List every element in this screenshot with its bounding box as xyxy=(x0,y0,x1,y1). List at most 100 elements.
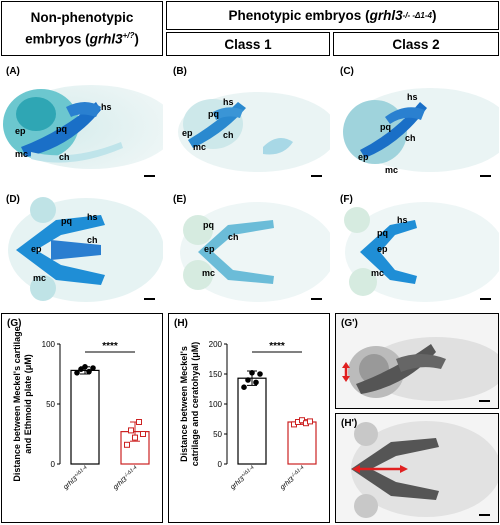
header-left-line2: embryos (grhl3+/?) xyxy=(25,27,139,49)
annotation-ch-c: ch xyxy=(405,133,416,143)
annotation-ep-f: ep xyxy=(377,244,388,254)
category-label-h-0: grhl3+/Δ1-4 xyxy=(228,464,257,491)
header-phenotypic: Phenotypic embryos (grhl3 -/- -Δ1-4) xyxy=(166,1,499,30)
annotation-mc-e: mc xyxy=(202,268,216,278)
scale-bar-b xyxy=(311,175,322,177)
annotation-mc-f: mc xyxy=(371,268,385,278)
scale-bar-c xyxy=(480,175,491,177)
header-top-sup: -/- -Δ1-4 xyxy=(402,11,432,20)
scale-bar-g-prime xyxy=(479,400,490,402)
data-point-g-0-4 xyxy=(90,365,96,371)
panel-label-f: (F) xyxy=(340,194,353,205)
annotation-ep-a: ep xyxy=(15,126,26,136)
scale-bar-d xyxy=(144,298,155,300)
annotation-pq-e: pq xyxy=(203,220,214,230)
significance-label-g: **** xyxy=(102,341,118,352)
panel-label-c: (C) xyxy=(340,66,354,77)
annotation-hs-b: hs xyxy=(223,97,234,107)
category-label-g-1: grhl3-/-Δ1-4 xyxy=(111,465,141,492)
annotation-ep-d: ep xyxy=(31,244,42,254)
panel-label-a: (A) xyxy=(6,66,20,77)
embryo-image-e xyxy=(180,202,330,302)
annotation-hs-c: hs xyxy=(407,92,418,102)
header-class1: Class 1 xyxy=(166,32,330,56)
annotation-ep-c: ep xyxy=(358,152,369,162)
chart-h: Distance between Meckel'scatrilage and c… xyxy=(179,340,317,492)
data-point-h-0-4 xyxy=(257,371,263,377)
scale-bar-f xyxy=(480,298,491,300)
bar-h-0 xyxy=(237,377,267,465)
data-point-g-0-2 xyxy=(82,364,88,370)
y-tick-label-h-2: 100 xyxy=(209,400,223,409)
annotation-ch-b: ch xyxy=(223,130,234,140)
y-tick-label-g-1: 50 xyxy=(46,400,55,409)
header-class2: Class 2 xyxy=(333,32,499,56)
annotation-pq-a: pq xyxy=(56,124,67,134)
category-sup-g-1: -/-Δ1-4 xyxy=(123,465,139,480)
annotation-mc-a: mc xyxy=(15,149,29,159)
chart-g: Distance between Meckel's cartilageand E… xyxy=(12,326,150,492)
annotation-hs-a: hs xyxy=(101,102,112,112)
data-point-h-0-2 xyxy=(249,370,255,376)
data-point-g-1-1 xyxy=(128,427,134,434)
category-sup-h-0: +/Δ1-4 xyxy=(240,464,255,478)
category-sup-g-0: +/Δ1-4 xyxy=(73,464,88,478)
header-left-gene: grhl3 xyxy=(89,31,123,47)
graph-panel-g: (G) Distance between Meckel's cartilagea… xyxy=(1,313,163,523)
y-axis-label-h: Distance between Meckel'scatrilage and c… xyxy=(179,342,200,467)
y-tick-label-g-2: 100 xyxy=(42,340,56,349)
panel-label-e: (E) xyxy=(173,194,187,205)
annotation-hs-d: hs xyxy=(87,212,98,222)
annotation-ep-b: ep xyxy=(182,128,193,138)
header-left-sup: +/? xyxy=(122,30,135,40)
panel-label-d: (D) xyxy=(6,194,20,205)
annotation-mc-d: mc xyxy=(33,273,47,283)
annotation-pq-b: pq xyxy=(208,109,219,119)
annotation-ch-e: ch xyxy=(228,232,239,242)
data-point-g-0-0 xyxy=(74,370,80,376)
panel-d: (D) pq hs ch ep mc xyxy=(1,190,163,308)
panel-label-g-prime: (G') xyxy=(341,318,358,329)
panel-h-prime: (H') xyxy=(335,413,499,523)
embryo-image-f xyxy=(344,202,499,302)
y-tick-label-h-3: 150 xyxy=(209,370,223,379)
panel-b: (B) hs pq ep ch mc xyxy=(168,62,330,185)
header-top-suffix: ) xyxy=(431,8,437,23)
y-tick-label-h-1: 50 xyxy=(213,430,222,439)
category-sup-h-1: -/-Δ1-4 xyxy=(290,465,306,480)
graph-label-h: (H) xyxy=(174,318,188,329)
data-point-h-1-4 xyxy=(307,418,313,425)
category-label-h-1: grhl3-/-Δ1-4 xyxy=(278,465,308,492)
scale-bar-h-prime xyxy=(479,514,490,516)
bar-h-1 xyxy=(287,421,317,465)
embryo-image-d xyxy=(8,197,163,302)
scale-bar-e xyxy=(311,298,322,300)
annotation-mc-b: mc xyxy=(193,142,207,152)
graph-panel-h: (H) Distance between Meckel'scatrilage a… xyxy=(168,313,330,523)
annotation-ch-d: ch xyxy=(87,235,98,245)
annotation-pq-c: pq xyxy=(380,122,391,132)
data-point-g-1-2 xyxy=(132,434,138,441)
data-point-g-0-3 xyxy=(86,368,92,375)
header-left-line1: Non-phenotypic xyxy=(30,9,134,25)
category-label-g-0: grhl3+/Δ1-4 xyxy=(61,464,90,491)
y-tick-label-h-4: 200 xyxy=(209,340,223,349)
data-point-g-1-3 xyxy=(136,419,142,425)
data-point-h-0-0 xyxy=(241,384,247,390)
y-axis-label-line2-g: and Ethmoid plate (μM) xyxy=(23,354,33,454)
annotation-ep-e: ep xyxy=(204,244,215,254)
data-point-g-1-4 xyxy=(140,431,146,437)
y-axis-label-line1-g: Distance between Meckel's cartilage xyxy=(12,326,22,481)
header-non-phenotypic: Non-phenotypic embryos (grhl3+/?) xyxy=(1,1,163,56)
embryo-image-c xyxy=(343,88,499,172)
header-top-prefix: Phenotypic embryos ( xyxy=(228,8,370,23)
annotation-pq-f: pq xyxy=(377,228,388,238)
panel-a: (A) ep pq hs mc ch xyxy=(1,62,163,185)
y-axis-label-g: Distance between Meckel's cartilageand E… xyxy=(12,326,33,481)
data-point-h-0-1 xyxy=(245,377,251,383)
y-tick-label-g-0: 0 xyxy=(51,460,56,469)
y-tick-label-h-0: 0 xyxy=(218,460,223,469)
header-top-gene: grhl3 xyxy=(369,8,403,23)
scale-bar-a xyxy=(144,175,155,177)
header-left-suffix: ) xyxy=(134,31,139,47)
